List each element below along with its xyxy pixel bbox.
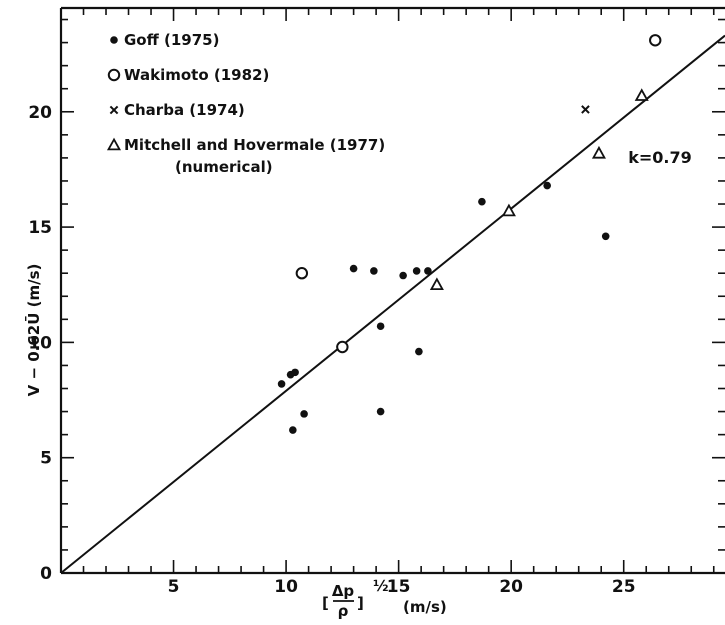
x-label-denominator: ρ xyxy=(338,602,349,620)
goff-point xyxy=(601,232,610,241)
goff-point xyxy=(349,264,358,273)
legend-label-line2: (numerical) xyxy=(175,158,273,176)
axis-ticks xyxy=(61,8,725,573)
goff-point xyxy=(399,271,407,280)
tick-labels: 5 10 15 20 25 0 5 10 15 20 xyxy=(28,103,635,597)
x-label-units: (m/s) xyxy=(403,598,447,616)
goff-point xyxy=(424,267,432,275)
cross-stroke xyxy=(109,105,119,115)
data-points xyxy=(277,34,662,434)
goff-point xyxy=(478,197,486,206)
goff-point xyxy=(289,426,297,434)
x-tick-label: 15 xyxy=(387,577,411,597)
plot-frame xyxy=(59,6,725,575)
wakimoto-point xyxy=(295,267,309,280)
x-label-exponent: ½ xyxy=(373,577,389,595)
x-label-numerator: Δp xyxy=(332,582,355,600)
x-tick-label: 5 xyxy=(168,577,180,597)
y-tick-label: 5 xyxy=(40,449,52,469)
goff-point xyxy=(376,322,385,331)
x-label-right-bracket: ] xyxy=(357,594,364,612)
legend-label: Wakimoto (1982) xyxy=(124,66,269,84)
charba-point xyxy=(581,105,590,114)
x-tick-label: 20 xyxy=(499,577,523,597)
k-annotation: k=0.79 xyxy=(628,148,692,167)
fit-line-group xyxy=(60,34,725,574)
goff-point xyxy=(291,368,299,377)
y-axis-label: V − 0.62Ū (m/s) xyxy=(23,264,43,397)
cross-stroke xyxy=(581,105,590,114)
wakimoto-point xyxy=(336,340,349,354)
goff-point xyxy=(376,407,385,416)
legend-marker xyxy=(107,68,121,82)
legend-label: Goff (1975) xyxy=(124,31,219,49)
legend-label: Charba (1974) xyxy=(124,101,245,119)
mitchell-point xyxy=(501,203,516,217)
y-tick-label: 15 xyxy=(28,218,52,238)
fit-line xyxy=(60,34,725,574)
legend: Goff (1975) Wakimoto (1982) Charba (1974) M… xyxy=(106,31,385,176)
mitchell-point xyxy=(591,145,606,159)
y-tick-label: 20 xyxy=(28,103,52,123)
y-tick-label: 0 xyxy=(40,564,52,584)
goff-point xyxy=(543,181,551,190)
legend-label: Mitchell and Hovermale (1977) xyxy=(124,136,385,154)
wakimoto-point xyxy=(649,34,662,47)
x-tick-label: 10 xyxy=(274,577,298,597)
mitchell-point xyxy=(429,277,444,291)
legend-marker xyxy=(110,36,118,44)
y-tick-label: 10 xyxy=(28,333,52,353)
goff-point xyxy=(300,410,308,418)
x-tick-label: 25 xyxy=(612,577,636,597)
x-axis-label: [ Δp ρ ] ½ (m/s) xyxy=(322,577,447,620)
legend-marker xyxy=(106,137,122,151)
mitchell-point xyxy=(634,88,649,101)
legend-marker xyxy=(109,105,119,115)
goff-point xyxy=(415,347,423,356)
goff-point xyxy=(370,267,378,275)
x-label-left-bracket: [ xyxy=(322,594,329,612)
goff-point xyxy=(412,267,421,275)
goff-point xyxy=(277,380,286,388)
